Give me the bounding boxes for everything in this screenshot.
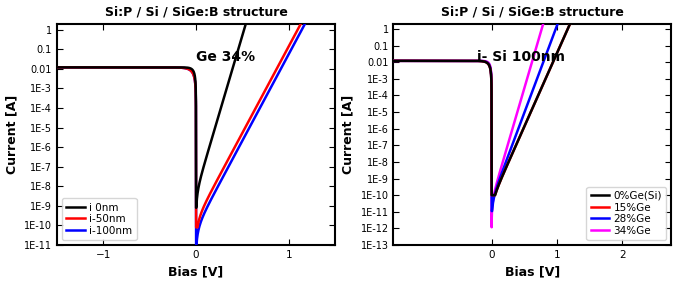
34%Ge	[389, 59, 397, 62]
0%Ge(Si)	[496, 180, 504, 183]
Line: 34%Ge: 34%Ge	[393, 0, 672, 227]
i 0nm	[101, 66, 109, 69]
Line: 15%Ge: 15%Ge	[393, 0, 672, 195]
Text: Ge 34%: Ge 34%	[196, 51, 255, 64]
15%Ge	[389, 59, 397, 62]
0%Ge(Si)	[421, 59, 429, 62]
34%Ge	[496, 169, 504, 173]
15%Ge	[421, 59, 429, 62]
i 0nm	[171, 66, 179, 69]
Legend: i 0nm, i-50nm, i-100nm: i 0nm, i-50nm, i-100nm	[62, 198, 137, 240]
Y-axis label: Current [A]: Current [A]	[5, 95, 18, 174]
Line: i-50nm: i-50nm	[57, 0, 335, 227]
i-100nm	[85, 66, 93, 69]
0%Ge(Si)	[487, 193, 496, 197]
i-100nm	[53, 66, 61, 69]
Y-axis label: Current [A]: Current [A]	[342, 95, 355, 174]
i-100nm	[101, 66, 109, 69]
i-100nm	[296, 32, 304, 36]
Line: i-100nm: i-100nm	[57, 0, 335, 244]
Line: 28%Ge: 28%Ge	[393, 0, 672, 211]
i-50nm	[296, 24, 304, 28]
34%Ge	[421, 59, 429, 62]
Title: Si:P / Si / SiGe:B structure: Si:P / Si / SiGe:B structure	[441, 6, 624, 18]
Line: i 0nm: i 0nm	[57, 0, 335, 208]
i-100nm	[160, 66, 168, 69]
X-axis label: Bias [V]: Bias [V]	[505, 266, 560, 278]
28%Ge	[508, 143, 517, 147]
28%Ge	[487, 209, 496, 213]
0%Ge(Si)	[389, 59, 397, 62]
X-axis label: Bias [V]: Bias [V]	[169, 266, 223, 278]
34%Ge	[508, 128, 517, 131]
i-50nm	[171, 66, 179, 69]
Legend: 0%Ge(Si), 15%Ge, 28%Ge, 34%Ge: 0%Ge(Si), 15%Ge, 28%Ge, 34%Ge	[586, 187, 666, 240]
0%Ge(Si)	[508, 152, 517, 156]
Line: 0%Ge(Si): 0%Ge(Si)	[393, 0, 672, 195]
i-50nm	[160, 66, 168, 69]
28%Ge	[496, 176, 504, 179]
34%Ge	[437, 59, 445, 62]
i-50nm	[85, 66, 93, 69]
i-100nm	[171, 66, 179, 69]
15%Ge	[437, 59, 445, 62]
28%Ge	[437, 59, 445, 62]
i 0nm	[160, 66, 168, 69]
28%Ge	[389, 59, 397, 62]
i-50nm	[53, 66, 61, 69]
i-50nm	[101, 66, 109, 69]
15%Ge	[487, 193, 496, 197]
i 0nm	[85, 66, 93, 69]
i-50nm	[192, 226, 200, 229]
15%Ge	[508, 152, 517, 156]
28%Ge	[421, 59, 429, 62]
i 0nm	[53, 66, 61, 69]
15%Ge	[496, 180, 504, 183]
i 0nm	[192, 206, 200, 210]
0%Ge(Si)	[437, 59, 445, 62]
34%Ge	[487, 225, 496, 229]
Text: i- Si 100nm: i- Si 100nm	[477, 51, 565, 64]
i-100nm	[192, 243, 200, 246]
Title: Si:P / Si / SiGe:B structure: Si:P / Si / SiGe:B structure	[104, 6, 288, 18]
